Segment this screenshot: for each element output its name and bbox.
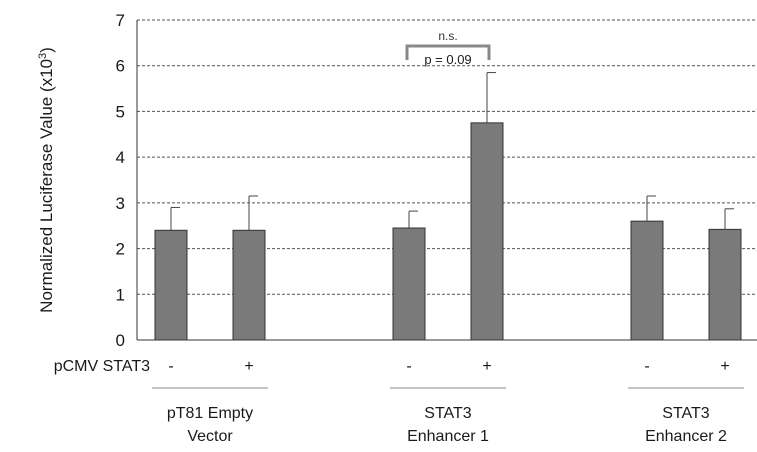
condition-label: + [482, 358, 491, 375]
condition-label: + [720, 358, 729, 375]
p-value-label: p = 0.09 [424, 52, 471, 67]
bar [392, 227, 426, 341]
group-label: STAT3 [662, 405, 710, 422]
condition-label: + [244, 358, 253, 375]
condition-label: - [406, 358, 411, 375]
y-tick-label: 2 [116, 240, 125, 259]
y-tick-label: 3 [116, 194, 125, 213]
bars [154, 72, 742, 341]
row-label-pcmv-stat3: pCMV STAT3 [54, 358, 150, 375]
significance-annotation: n.s. p = 0.09 [405, 29, 491, 67]
y-axis-label-superscript: 3 [37, 53, 49, 59]
y-axis-label-close: ) [37, 47, 56, 53]
y-tick-label: 6 [116, 57, 125, 76]
condition-label: - [644, 358, 649, 375]
condition-label: - [168, 358, 173, 375]
y-tick-label: 7 [116, 11, 125, 30]
group-label: STAT3 [424, 405, 472, 422]
y-tick-label: 1 [116, 285, 125, 304]
bar [154, 229, 188, 341]
group-label: pT81 Empty [167, 405, 253, 422]
group-label: Enhancer 1 [407, 428, 489, 445]
labels: 0 1 2 3 4 5 6 7 Normalized Luciferase Value (x10… [37, 11, 744, 445]
bar [232, 229, 266, 341]
significance-label: n.s. [438, 29, 457, 43]
bar [630, 220, 664, 341]
y-tick-label: 4 [116, 148, 125, 167]
significance-bracket [405, 44, 491, 60]
axes [136, 20, 757, 341]
bar [708, 228, 742, 341]
group-label: Vector [187, 428, 233, 445]
y-axis-label: Normalized Luciferase Value (x103) [37, 47, 56, 313]
y-tick-label: 5 [116, 102, 125, 121]
group-label: Enhancer 2 [645, 428, 727, 445]
bar [470, 122, 504, 341]
y-tick-label: 0 [116, 331, 125, 350]
